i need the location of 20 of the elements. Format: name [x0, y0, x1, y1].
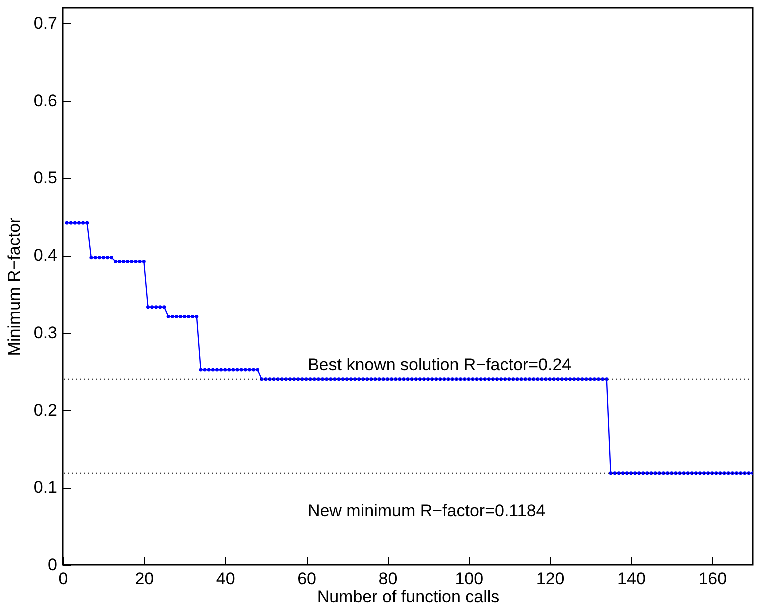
ref-line-label: Best known solution R−factor=0.24 — [308, 355, 572, 374]
x-tick-label: 20 — [135, 570, 154, 588]
y-tick-label: 0.2 — [34, 400, 58, 420]
y-tick-label: 0.3 — [34, 323, 58, 342]
y-tick-label: 0.1 — [34, 478, 58, 498]
y-tick-label: 0.5 — [34, 168, 58, 188]
x-tick-label: 100 — [455, 570, 484, 588]
x-tick-label: 40 — [216, 570, 236, 588]
y-axis-title: Minimum R−factor — [4, 217, 24, 356]
y-tick-label: 0.4 — [34, 246, 58, 266]
x-tick-label: 80 — [378, 570, 398, 588]
y-tick-label: 0.6 — [34, 91, 58, 110]
ref-line-label: New minimum R−factor=0.1184 — [308, 501, 546, 520]
x-tick-label: 60 — [298, 570, 316, 588]
y-tick-label: 0 — [48, 556, 58, 574]
x-tick-label: 140 — [618, 570, 646, 588]
x-axis-title: Number of function calls — [317, 588, 500, 606]
x-tick-label: 160 — [698, 570, 728, 588]
x-tick-label: 120 — [536, 570, 565, 588]
y-tick-label: 0.7 — [34, 14, 58, 33]
